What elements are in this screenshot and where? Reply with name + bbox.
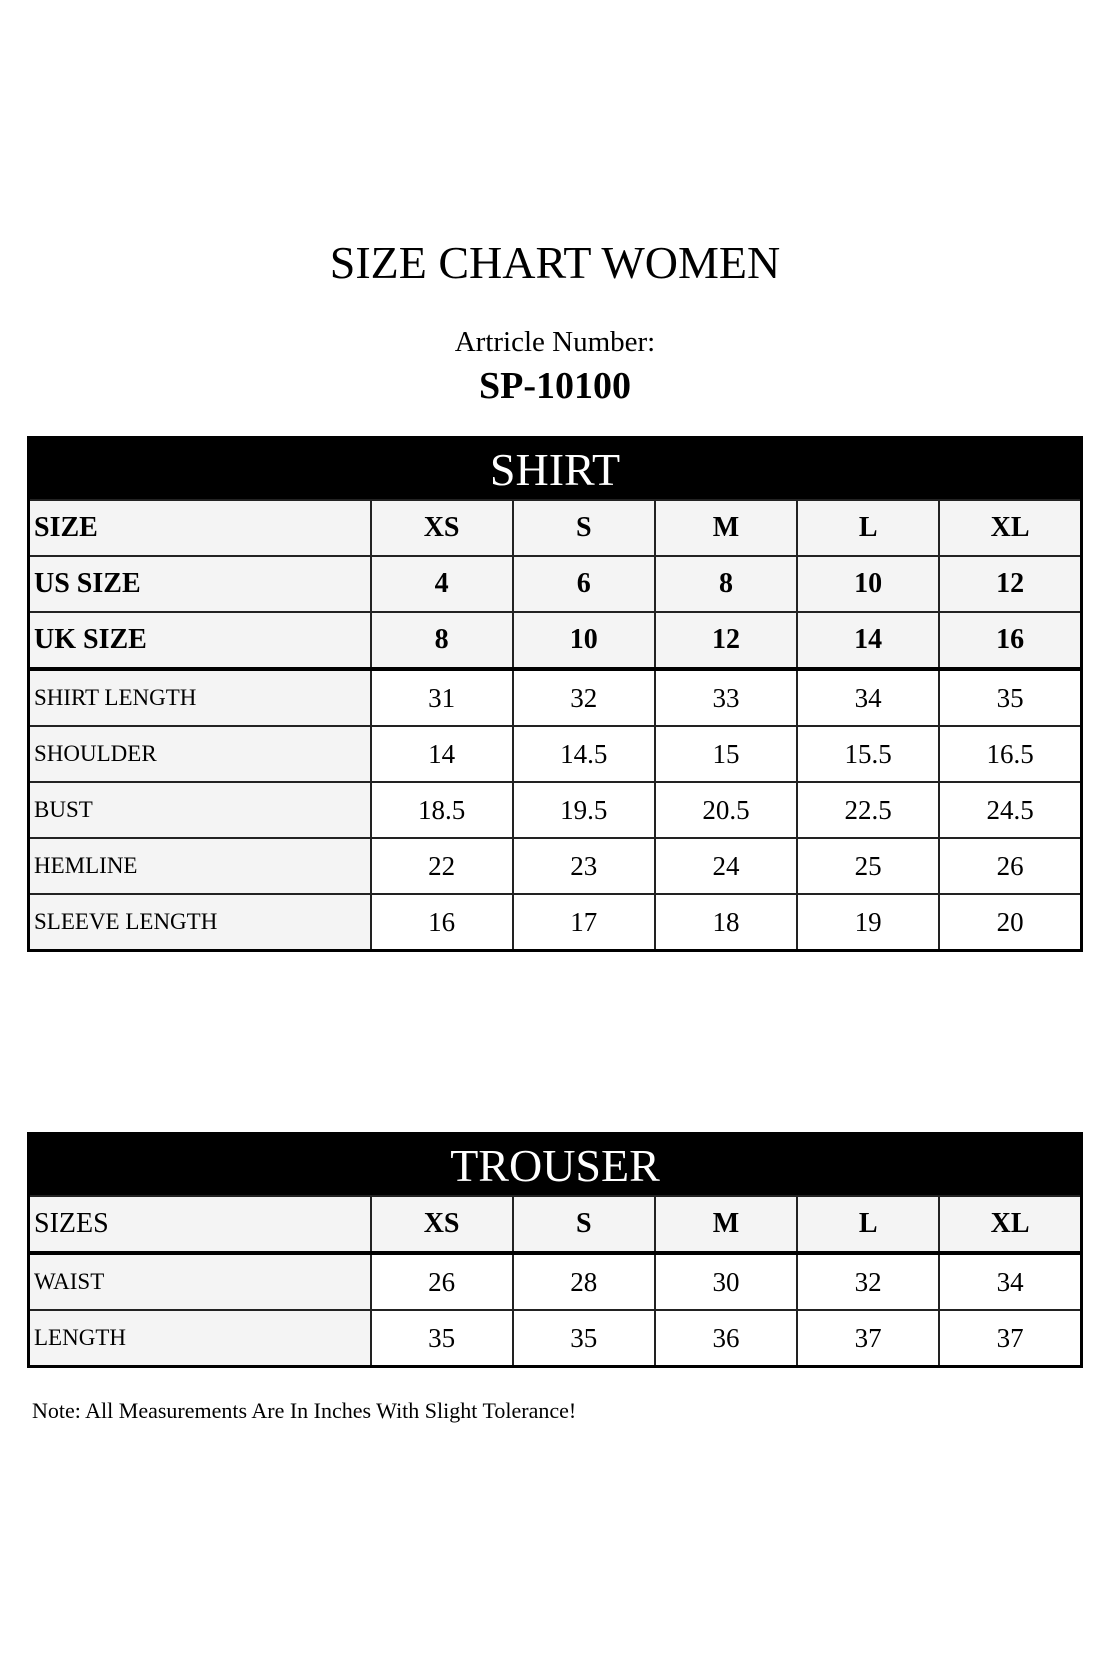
size-header-row: UK SIZE 8 10 12 14 16	[27, 611, 1083, 670]
cell-value: 19	[796, 893, 941, 952]
cell-value: 24	[653, 837, 799, 895]
cell-value: XL	[938, 499, 1083, 557]
cell-value: 37	[938, 1309, 1083, 1368]
cell-value: 28	[511, 1251, 656, 1311]
measurement-row: SLEEVE LENGTH 16 17 18 19 20	[27, 893, 1083, 952]
cell-value: S	[511, 1195, 656, 1254]
row-label: SHIRT LENGTH	[27, 667, 372, 727]
cell-value: 16.5	[938, 725, 1083, 783]
row-label: SHOULDER	[27, 725, 372, 783]
cell-value: 25	[796, 837, 941, 895]
measurement-row: SHIRT LENGTH 31 32 33 34 35	[27, 667, 1083, 727]
cell-value: XS	[369, 499, 514, 557]
cell-value: 15	[653, 725, 799, 783]
cell-value: 14.5	[511, 725, 656, 783]
cell-value: XS	[369, 1195, 514, 1254]
article-number: SP-10100	[479, 365, 631, 407]
cell-value: 37	[796, 1309, 941, 1368]
row-label: LENGTH	[27, 1309, 372, 1368]
cell-value: 15.5	[796, 725, 941, 783]
measurement-row: WAIST 26 28 30 32 34	[27, 1251, 1083, 1311]
cell-value: 8	[653, 555, 799, 613]
cell-value: 35	[369, 1309, 514, 1368]
cell-value: 35	[938, 667, 1083, 727]
measurement-row: BUST 18.5 19.5 20.5 22.5 24.5	[27, 781, 1083, 839]
page-title: SIZE CHART WOMEN	[329, 237, 781, 288]
cell-value: 10	[511, 611, 656, 670]
trouser-heading: TROUSER	[28, 1133, 1082, 1196]
cell-value: S	[511, 499, 656, 557]
cell-value: 20	[938, 893, 1083, 952]
measurement-row: LENGTH 35 35 36 37 37	[27, 1309, 1083, 1368]
cell-value: 33	[653, 667, 799, 727]
trouser-size-table: TROUSER SIZES XS S M L XL WAIST 26 28 30 32 34 LENGT…	[27, 1132, 1083, 1368]
cell-value: 34	[796, 667, 941, 727]
cell-value: 8	[369, 611, 514, 670]
cell-value: 32	[511, 667, 656, 727]
row-label: WAIST	[27, 1251, 372, 1311]
cell-value: 20.5	[653, 781, 799, 839]
size-header-row: US SIZE 4 6 8 10 12	[27, 555, 1083, 613]
cell-value: 6	[511, 555, 656, 613]
row-label: UK SIZE	[27, 611, 372, 670]
cell-value: 16	[938, 611, 1083, 670]
cell-value: 35	[511, 1309, 656, 1368]
cell-value: 18	[653, 893, 799, 952]
measurement-row: HEMLINE 22 23 24 25 26	[27, 837, 1083, 895]
size-header-row: SIZE XS S M L XL	[27, 499, 1083, 557]
shirt-heading: SHIRT	[28, 437, 1082, 500]
cell-value: 22.5	[796, 781, 941, 839]
cell-value: 23	[511, 837, 656, 895]
row-label: SIZES	[27, 1195, 372, 1254]
cell-value: M	[653, 499, 799, 557]
cell-value: 22	[369, 837, 514, 895]
cell-value: 30	[653, 1251, 799, 1311]
cell-value: 14	[796, 611, 941, 670]
cell-value: 34	[938, 1251, 1083, 1311]
cell-value: 19.5	[511, 781, 656, 839]
row-label: US SIZE	[27, 555, 372, 613]
cell-value: L	[796, 499, 941, 557]
cell-value: 10	[796, 555, 941, 613]
cell-value: 17	[511, 893, 656, 952]
measurement-note: Note: All Measurements Are In Inches Wit…	[32, 1398, 577, 1423]
cell-value: 32	[796, 1251, 941, 1311]
cell-value: 24.5	[938, 781, 1083, 839]
cell-value: XL	[938, 1195, 1083, 1254]
cell-value: L	[796, 1195, 941, 1254]
cell-value: 36	[653, 1309, 799, 1368]
cell-value: 4	[369, 555, 514, 613]
cell-value: 16	[369, 893, 514, 952]
cell-value: 26	[369, 1251, 514, 1311]
cell-value: 12	[653, 611, 799, 670]
row-label: SIZE	[27, 499, 372, 557]
size-header-row: SIZES XS S M L XL	[27, 1195, 1083, 1254]
measurement-row: SHOULDER 14 14.5 15 15.5 16.5	[27, 725, 1083, 783]
row-label: HEMLINE	[27, 837, 372, 895]
cell-value: 26	[938, 837, 1083, 895]
row-label: SLEEVE LENGTH	[27, 893, 372, 952]
cell-value: 12	[938, 555, 1083, 613]
cell-value: 18.5	[369, 781, 514, 839]
shirt-size-table: SHIRT SIZE XS S M L XL US SIZE 4 6 8 10 12 UK SIZE 8 1…	[27, 436, 1083, 952]
row-label: BUST	[27, 781, 372, 839]
article-number-label: Artricle Number:	[454, 326, 656, 358]
cell-value: 31	[369, 667, 514, 727]
cell-value: M	[653, 1195, 799, 1254]
cell-value: 14	[369, 725, 514, 783]
